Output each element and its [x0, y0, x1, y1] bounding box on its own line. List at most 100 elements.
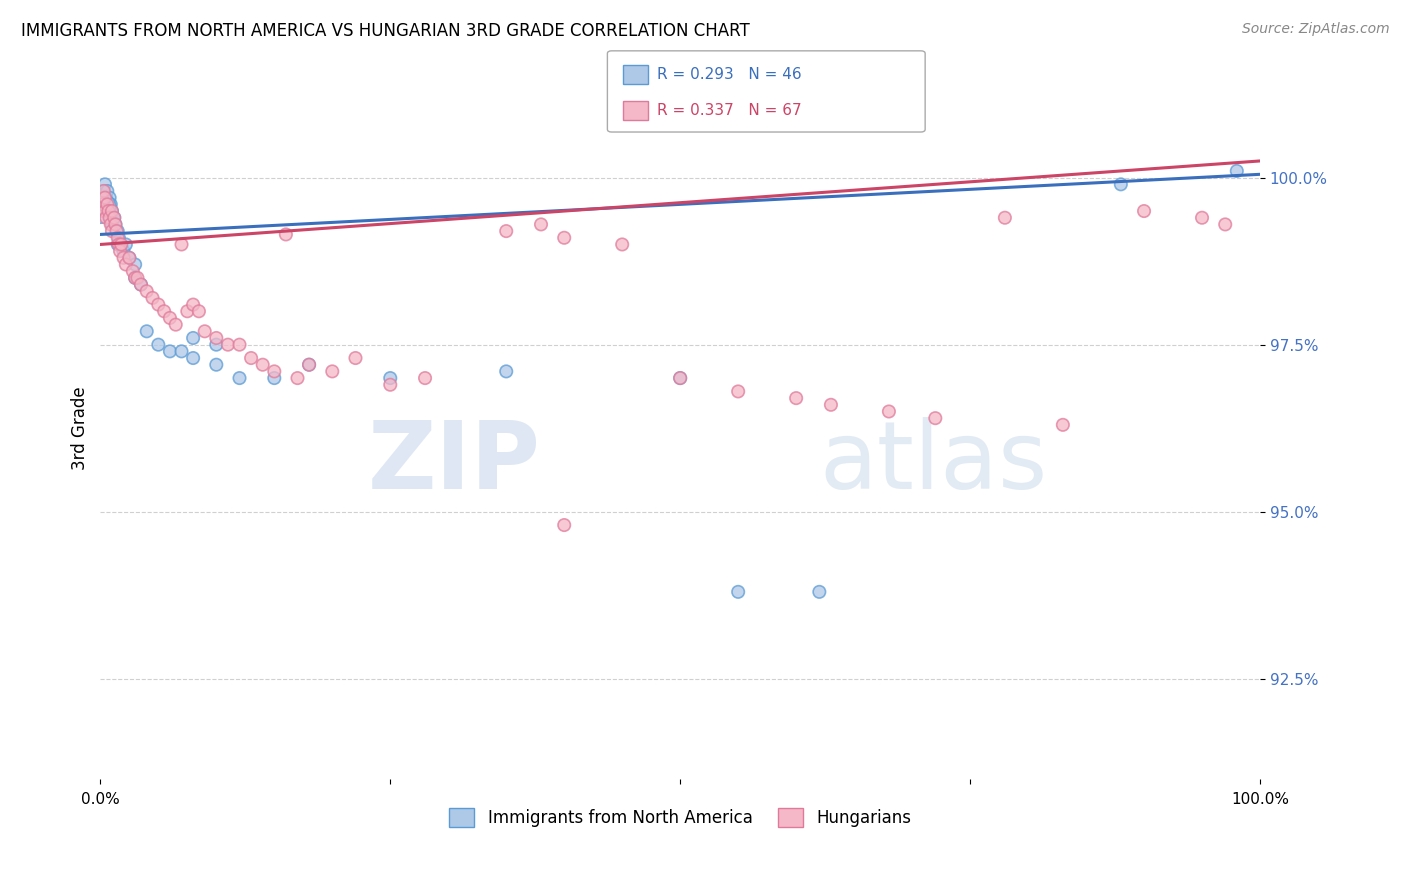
Point — [1133, 204, 1156, 219]
Point — [877, 404, 900, 418]
Point — [669, 371, 692, 385]
Point — [495, 364, 517, 378]
Point — [820, 398, 842, 412]
Point — [108, 244, 131, 259]
Text: ZIP: ZIP — [368, 417, 541, 509]
Point — [181, 351, 204, 365]
Point — [103, 211, 125, 225]
Point — [121, 264, 143, 278]
Point — [553, 518, 575, 533]
Point — [96, 184, 118, 198]
Point — [727, 384, 749, 399]
Point — [495, 224, 517, 238]
Point — [240, 351, 263, 365]
Point — [101, 218, 124, 232]
Point — [530, 218, 553, 232]
Point — [553, 231, 575, 245]
Point — [263, 371, 285, 385]
Point — [274, 227, 297, 242]
Point — [129, 277, 152, 292]
Point — [187, 304, 209, 318]
Point — [108, 231, 131, 245]
Text: Source: ZipAtlas.com: Source: ZipAtlas.com — [1241, 22, 1389, 37]
Point — [1213, 218, 1236, 232]
Point — [165, 318, 187, 332]
Point — [94, 191, 117, 205]
Point — [159, 310, 181, 325]
Text: atlas: atlas — [820, 417, 1047, 509]
Point — [107, 237, 129, 252]
Point — [170, 344, 193, 359]
Point — [101, 204, 124, 219]
Point — [93, 184, 115, 198]
Point — [94, 204, 117, 219]
Point — [727, 585, 749, 599]
Point — [994, 211, 1017, 225]
Text: 0.0%: 0.0% — [82, 792, 120, 807]
Point — [380, 371, 402, 385]
Point — [1109, 178, 1132, 192]
Point — [91, 197, 114, 211]
Point — [228, 337, 250, 351]
Point — [104, 218, 127, 232]
Point — [181, 331, 204, 345]
Point — [205, 331, 228, 345]
Point — [98, 191, 121, 205]
Point — [129, 277, 152, 292]
Point — [115, 237, 138, 252]
Point — [101, 211, 124, 225]
Text: IMMIGRANTS FROM NORTH AMERICA VS HUNGARIAN 3RD GRADE CORRELATION CHART: IMMIGRANTS FROM NORTH AMERICA VS HUNGARI… — [21, 22, 749, 40]
Legend: Immigrants from North America, Hungarians: Immigrants from North America, Hungarian… — [443, 802, 918, 834]
Point — [112, 244, 135, 259]
Point — [1226, 164, 1249, 178]
Point — [89, 201, 111, 215]
Point — [170, 237, 193, 252]
Point — [413, 371, 436, 385]
Point — [103, 211, 125, 225]
Point — [104, 218, 127, 232]
Point — [159, 344, 181, 359]
Point — [380, 377, 402, 392]
Point — [89, 204, 111, 219]
Point — [205, 358, 228, 372]
Point — [110, 237, 132, 252]
Point — [101, 224, 124, 238]
Point — [97, 204, 120, 219]
Y-axis label: 3rd Grade: 3rd Grade — [72, 386, 89, 470]
Point — [287, 371, 309, 385]
Point — [110, 237, 132, 252]
Point — [321, 364, 343, 378]
Point — [135, 284, 157, 298]
Point — [263, 364, 285, 378]
Point — [153, 304, 176, 318]
Text: R = 0.337   N = 67: R = 0.337 N = 67 — [657, 103, 801, 118]
Point — [107, 231, 129, 245]
Point — [108, 237, 131, 252]
Point — [252, 358, 274, 372]
Point — [94, 191, 117, 205]
Point — [124, 258, 146, 272]
Point — [298, 358, 321, 372]
Point — [785, 391, 807, 405]
Point — [107, 224, 129, 238]
Point — [96, 197, 118, 211]
Point — [669, 371, 692, 385]
Point — [124, 271, 146, 285]
Point — [298, 358, 321, 372]
Point — [141, 291, 163, 305]
Point — [101, 204, 124, 219]
Point — [118, 251, 141, 265]
Point — [194, 324, 217, 338]
Point — [924, 411, 946, 425]
Point — [94, 178, 117, 192]
Point — [176, 304, 198, 318]
Point — [94, 211, 117, 225]
Point — [89, 197, 111, 211]
Point — [94, 204, 117, 219]
Point — [93, 191, 115, 205]
Point — [90, 191, 112, 205]
Point — [100, 218, 122, 232]
Point — [808, 585, 831, 599]
Point — [100, 197, 122, 211]
Point — [91, 184, 114, 198]
